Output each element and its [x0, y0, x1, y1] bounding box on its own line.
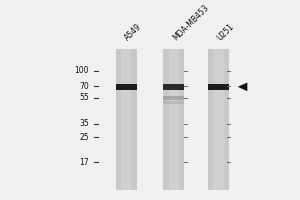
Bar	[164, 84, 184, 90]
Text: 35: 35	[79, 119, 89, 128]
Text: 25: 25	[80, 133, 89, 142]
Text: 17: 17	[80, 158, 89, 167]
Bar	[164, 96, 184, 100]
Text: 55: 55	[79, 93, 89, 102]
Text: 100: 100	[75, 66, 89, 75]
Bar	[116, 84, 136, 90]
Bar	[213, 49, 224, 190]
Text: 70: 70	[79, 82, 89, 91]
Bar	[208, 84, 229, 90]
Polygon shape	[238, 83, 247, 91]
Bar	[164, 101, 184, 104]
Bar	[116, 49, 136, 190]
Bar	[208, 49, 229, 190]
Text: MDA-MB453: MDA-MB453	[171, 3, 210, 42]
Text: A549: A549	[123, 22, 144, 42]
Bar	[164, 49, 184, 190]
Text: U251: U251	[215, 22, 236, 42]
Bar	[121, 49, 131, 190]
Bar	[169, 49, 179, 190]
